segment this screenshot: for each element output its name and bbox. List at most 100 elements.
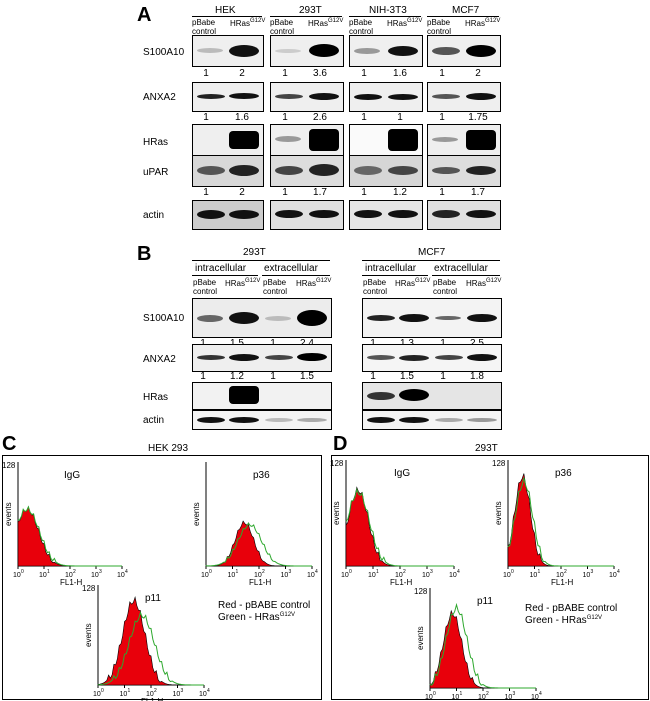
blot-a-actin-hek [192,200,264,230]
blot-a-upar-mcf7 [427,155,501,187]
panel-a-row-s100a10: S100A10 [143,47,185,58]
ratio-value: 1.3 [397,338,417,349]
blot-a-s100a10-mcf7 [427,35,501,67]
panel-c-legend-red: Red - pBABE control [218,600,311,611]
ratio-value: 2 [239,68,245,79]
panel-d-legend-red: Red - pBABE control [525,603,618,614]
panel-a-header-line-3 [349,16,421,17]
panel-d-frame [331,455,649,700]
blot-b-hras-mcf7 [362,382,502,410]
blot-a-anxa2-hek [192,82,264,112]
blot-a-s100a10-nih3t3 [349,35,423,67]
ratio-value: 3.6 [313,68,327,79]
panel-a-lane-label: pBabe control [270,18,295,36]
panel-b-letter: B [137,243,152,265]
ratio-value: 1 [363,338,383,349]
ratio-value: 1.2 [393,187,407,198]
panel-c-letter: C [2,433,17,455]
panel-b-lane-label: pBabe control [263,278,288,296]
panel-a-cell-line-293t: 293T [299,5,322,16]
blot-a-anxa2-293t [270,82,344,112]
ratio-value: 1 [282,68,288,79]
panel-a-lane-label: HRasG12V [230,18,266,28]
panel-a-lane-label: HRasG12V [387,18,423,28]
panel-b-row-s100a10: S100A10 [143,313,185,324]
ratio-value: 1 [282,187,288,198]
ratio-value: 1.2 [230,371,244,382]
ratio-value: 1.5 [400,371,414,382]
panel-a-row-anxa2: ANXA2 [143,92,176,103]
panel-b-fraction-label: extracellular [264,263,318,274]
ratio-value: 1 [282,112,288,123]
blot-b-s100a10-293t [192,298,332,338]
panel-b-lane-label: pBabe control [193,278,218,296]
panel-b-row-hras: HRas [143,392,169,403]
panel-b-header-line-mcf7 [362,260,500,261]
panel-a-row-hras: HRas [143,137,169,148]
blot-b-anxa2-mcf7 [362,344,502,372]
panel-b-row-anxa2: ANXA2 [143,354,176,365]
panel-b-fraction-line [262,275,330,276]
ratio-value: 1 [439,112,445,123]
ratio-value: 1 [203,112,209,123]
blot-a-s100a10-hek [192,35,264,67]
ratio-value: 2.5 [467,338,487,349]
panel-a-cell-line-nih3t3: NIH-3T3 [369,5,407,16]
blot-b-hras-293t [192,382,332,410]
ratio-value: 1 [270,371,276,382]
panel-b-header-line-293t [192,260,330,261]
ratio-value: 1.6 [393,68,407,79]
panel-a-lane-label: pBabe control [192,18,217,36]
ratio-value: 2.4 [297,338,317,349]
panel-a-letter: A [137,4,152,26]
panel-d-title: 293T [475,443,498,454]
blot-a-anxa2-nih3t3 [349,82,423,112]
ratio-value: 1 [439,187,445,198]
blot-b-anxa2-293t [192,344,332,372]
ratio-value: 1 [439,68,445,79]
ratio-value: 1 [361,187,367,198]
ratio-value: 1 [200,371,206,382]
blot-a-anxa2-mcf7 [427,82,501,112]
panel-b-lane-label: HRasG12V [466,278,502,288]
panel-a-lane-label: pBabe control [349,18,374,36]
ratio-value: 1 [433,338,453,349]
panel-a-lane-label: HRasG12V [465,18,501,28]
ratio-value: 2 [475,68,481,79]
ratio-value: 1 [370,371,376,382]
ratio-value: 1.7 [471,187,485,198]
ratio-value: 1 [203,187,209,198]
panel-a-row-upar: uPAR [143,167,169,178]
blot-a-s100a10-293t [270,35,344,67]
ratio-value: 2.6 [313,112,327,123]
panel-a-cell-line-hek: HEK [215,5,236,16]
ratio-value: 1 [440,371,446,382]
ratio-value: 1.7 [313,187,327,198]
panel-a-header-line-1 [192,16,262,17]
blot-b-actin-293t [192,410,332,430]
ratio-value: 1.5 [300,371,314,382]
ratio-value: 1 [397,112,403,123]
panel-b-lane-label: HRasG12V [296,278,332,288]
ratio-value: 1 [193,338,213,349]
panel-c-frame [2,455,322,700]
panel-b-fraction-line [192,275,258,276]
panel-b-lane-label: HRasG12V [395,278,431,288]
blot-a-upar-hek [192,155,264,187]
panel-b-lane-label: HRasG12V [225,278,261,288]
panel-b-cell-line-mcf7: MCF7 [418,247,446,258]
panel-a-row-actin: actin [143,210,165,221]
panel-b-fraction-line [432,275,500,276]
blot-a-hras-293t [270,124,344,156]
blot-a-upar-nih3t3 [349,155,423,187]
panel-a-lane-label: HRasG12V [308,18,344,28]
blot-b-actin-mcf7 [362,410,502,430]
ratio-value: 2 [239,187,245,198]
ratio-value: 1 [361,112,367,123]
ratio-value: 1 [361,68,367,79]
panel-b-fraction-line [362,275,428,276]
panel-d-letter: D [333,433,348,455]
ratio-value: 1 [263,338,283,349]
ratio-value: 1.75 [468,112,488,123]
blot-a-hras-hek [192,124,264,156]
